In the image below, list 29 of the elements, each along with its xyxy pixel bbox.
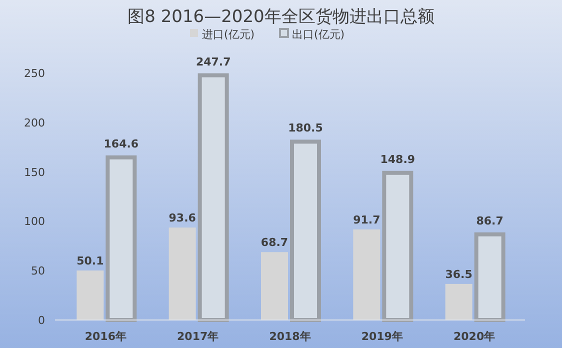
y-tick-label: 0 [38, 314, 45, 327]
x-tick-label: 2019年 [361, 330, 403, 343]
y-tick-label: 150 [24, 166, 45, 179]
data-label: 247.7 [196, 55, 231, 68]
data-label: 164.6 [104, 137, 139, 150]
data-label: 50.1 [76, 254, 104, 268]
data-label: 93.6 [168, 212, 196, 225]
chart-title: 图8 2016—2020年全区货物进出口总额 [128, 7, 434, 27]
y-tick-label: 100 [24, 215, 45, 228]
legend-label: 进口(亿元) [202, 28, 255, 41]
y-tick-label: 250 [24, 67, 45, 80]
data-label: 36.5 [445, 268, 472, 281]
x-tick-label: 2020年 [454, 330, 496, 343]
data-label: 180.5 [288, 122, 323, 135]
data-label: 68.7 [260, 236, 288, 250]
x-tick-label: 2017年 [177, 330, 219, 343]
data-label: 148.9 [380, 152, 416, 166]
bar [261, 252, 288, 320]
data-label: 86.7 [476, 214, 504, 228]
bar [76, 270, 104, 320]
y-tick-label: 200 [24, 116, 45, 130]
bar [445, 284, 472, 320]
bar [168, 228, 196, 320]
x-tick-label: 2018年 [269, 330, 311, 343]
y-tick-label: 50 [31, 264, 45, 278]
data-label: 91.7 [353, 213, 380, 226]
x-tick-label: 2016年 [84, 330, 126, 343]
legend-label: 出口(亿元) [292, 28, 345, 41]
bar [353, 229, 380, 320]
